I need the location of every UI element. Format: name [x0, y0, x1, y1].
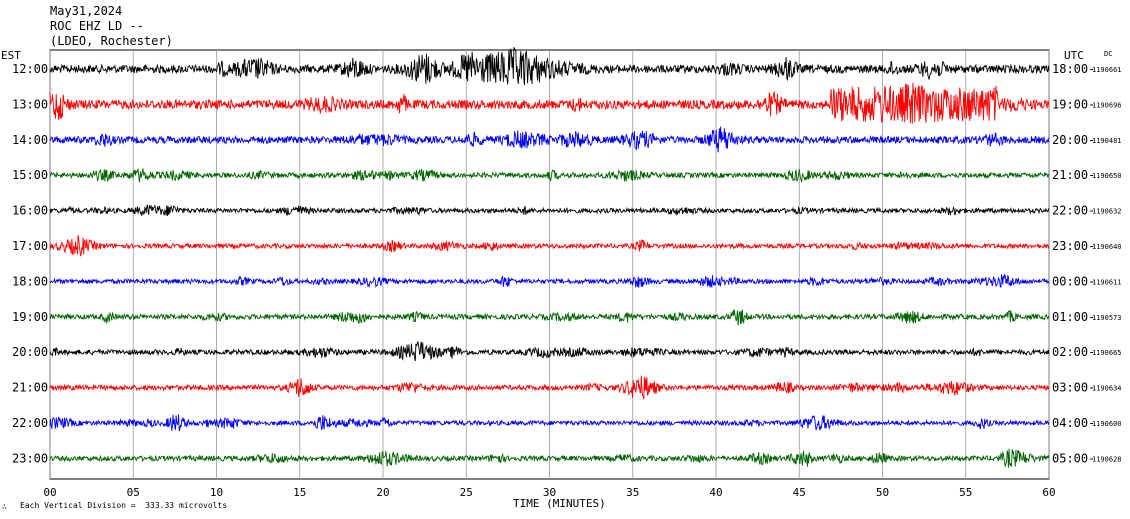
- utc-time-label: 02:00-: [1052, 345, 1095, 359]
- station-label: ROC EHZ LD --: [50, 19, 144, 33]
- trace-line: [49, 448, 1050, 468]
- x-axis-title: TIME (MINUTES): [513, 497, 606, 510]
- dc-offset-value: 1190573: [1092, 314, 1122, 322]
- trace-line: [49, 203, 1050, 217]
- trace-group: [49, 46, 1050, 468]
- x-tick-label: 55: [959, 486, 972, 499]
- utc-time-label: 23:00-: [1052, 239, 1095, 253]
- est-time-label: 13:00: [12, 97, 48, 111]
- utc-time-label: 04:00-: [1052, 416, 1095, 430]
- utc-time-label: 22:00-: [1052, 204, 1095, 218]
- trace-line: [49, 375, 1050, 400]
- dc-offset-value: 1190661: [1092, 66, 1122, 74]
- utc-time-label: 03:00-: [1052, 381, 1095, 395]
- dc-offset-value: 1190600: [1092, 420, 1122, 428]
- est-time-label: 15:00: [12, 168, 48, 182]
- dc-offset-value: 1190650: [1092, 172, 1122, 180]
- x-tick-label: 60: [1042, 486, 1055, 499]
- right-timezone-label: UTC: [1064, 49, 1084, 62]
- x-tick-label: 30: [543, 486, 556, 499]
- grid-lines: [49, 49, 1050, 480]
- est-time-labels: 12:00 13:00 14:00 15:00 16:00 17:00 18:00 19:00…: [12, 62, 48, 465]
- est-time-label: 17:00: [12, 239, 48, 253]
- x-tick-labels: 00 05 10 15 20 25 30 35 40 45 50 55 60: [43, 486, 1055, 499]
- network-label: (LDEO, Rochester): [50, 34, 173, 48]
- trace-line: [49, 234, 1050, 257]
- utc-time-label: 01:00-: [1052, 310, 1095, 324]
- utc-time-labels: 18:00-1190661 19:00-1190696 20:00-1190481 2…: [1052, 62, 1122, 465]
- utc-time-label: 20:00-: [1052, 133, 1095, 147]
- est-time-label: 18:00: [12, 274, 48, 288]
- dc-offset-value: 1190481: [1092, 137, 1122, 145]
- trace-line: [49, 126, 1050, 153]
- trace-line: [49, 414, 1050, 432]
- date-label: May31,2024: [50, 4, 123, 18]
- dc-label: DC: [1104, 50, 1113, 58]
- utc-time-label: 00:00-: [1052, 274, 1095, 288]
- utc-time-label: 19:00-: [1052, 97, 1095, 111]
- x-tick-label: 45: [793, 486, 806, 499]
- dc-offset-value: 1190634: [1092, 385, 1122, 393]
- utc-time-label: 18:00-: [1052, 62, 1095, 76]
- dc-offset-value: 1190628: [1092, 455, 1122, 463]
- est-time-label: 21:00: [12, 381, 48, 395]
- dc-offset-value: 1190640: [1092, 243, 1122, 251]
- x-tick-label: 35: [626, 486, 639, 499]
- dc-offset-value: 1190665: [1092, 349, 1122, 357]
- est-time-label: 20:00: [12, 345, 48, 359]
- est-time-label: 16:00: [12, 204, 48, 218]
- x-tick-label: 20: [376, 486, 389, 499]
- left-timezone-label: EST: [1, 49, 21, 62]
- dc-offset-value: 1190611: [1092, 278, 1122, 286]
- utc-time-label: 05:00-: [1052, 451, 1095, 465]
- dc-offset-value: 1190632: [1092, 208, 1122, 216]
- trace-line: [49, 273, 1050, 289]
- x-tick-label: 10: [210, 486, 223, 499]
- est-time-label: 14:00: [12, 133, 48, 147]
- x-tick-label: 15: [293, 486, 306, 499]
- footer-mark: ∴: [2, 502, 7, 511]
- x-tick-label: 25: [460, 486, 473, 499]
- dc-offset-value: 1190696: [1092, 101, 1122, 109]
- x-tick-label: 40: [709, 486, 722, 499]
- x-tick-label: 50: [876, 486, 889, 499]
- est-time-label: 12:00: [12, 62, 48, 76]
- trace-line: [50, 168, 1050, 183]
- est-time-label: 19:00: [12, 310, 48, 324]
- trace-line: [49, 309, 1050, 326]
- trace-line: [49, 341, 1050, 362]
- utc-time-label: 21:00-: [1052, 168, 1095, 182]
- x-tick-label: 05: [127, 486, 140, 499]
- trace-line: [49, 46, 1050, 86]
- x-tick-label: 00: [43, 486, 56, 499]
- scale-note: Each Vertical Division = 333.33 microvol…: [20, 501, 228, 510]
- trace-line: [49, 82, 1050, 124]
- est-time-label: 23:00: [12, 451, 48, 465]
- est-time-label: 22:00: [12, 416, 48, 430]
